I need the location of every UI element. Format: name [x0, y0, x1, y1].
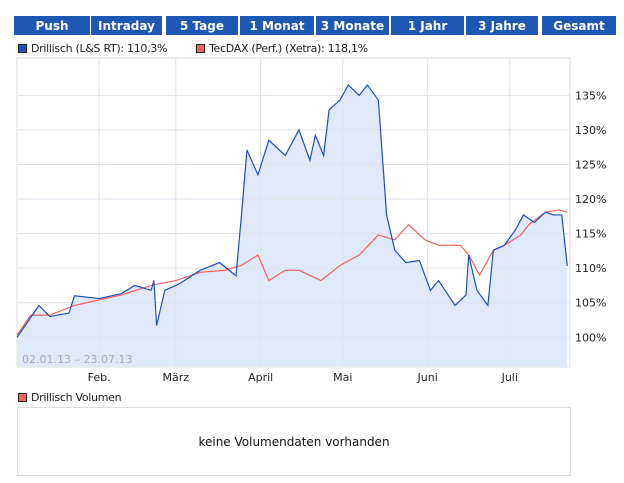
x-tick-label: April [248, 371, 273, 384]
tab-5-tage[interactable]: 5 Tage [166, 16, 238, 35]
y-tick-label: 105% [575, 297, 606, 310]
volume-panel: keine Volumendaten vorhanden [17, 407, 571, 476]
tab-push[interactable]: Push [14, 16, 90, 35]
tab-gesamt[interactable]: Gesamt [542, 16, 616, 35]
tab-intraday[interactable]: Intraday [91, 16, 162, 35]
x-tick-label: Juli [501, 371, 518, 384]
y-tick-label: 110% [575, 262, 606, 275]
legend-swatch-red [196, 44, 205, 53]
tab-3-jahre[interactable]: 3 Jahre [466, 16, 538, 35]
legend-label: Drillisch Volumen [31, 391, 122, 404]
y-tick-label: 130% [575, 124, 606, 137]
legend-label: Drillisch (L&S RT): 110,3% [31, 42, 168, 55]
x-tick-label: Feb. [88, 371, 111, 384]
tab-1-jahr[interactable]: 1 Jahr [391, 16, 464, 35]
x-tick-label: März [163, 371, 190, 384]
legend-volume: Drillisch Volumen [18, 391, 122, 404]
y-tick-label: 100% [575, 331, 606, 344]
tab-3-monate[interactable]: 3 Monate [316, 16, 389, 35]
x-tick-label: Juni [417, 371, 438, 384]
price-chart: 100% 105% 110% 115% 120% 125% 130% 135% Feb. März… [16, 57, 606, 384]
legend-tecdax: TecDAX (Perf.) (Xetra): 118,1% [196, 42, 368, 55]
x-tick-label: Mai [333, 371, 352, 384]
date-range-label: 02.01.13 – 23.07.13 [22, 353, 132, 366]
legend-label: TecDAX (Perf.) (Xetra): 118,1% [209, 42, 368, 55]
tab-1-monat[interactable]: 1 Monat [240, 16, 314, 35]
y-tick-label: 115% [575, 228, 606, 241]
line-drillisch [16, 83, 568, 338]
legend-swatch-volume [18, 393, 27, 402]
no-volume-message: keine Volumendaten vorhanden [198, 434, 390, 449]
y-tick-label: 135% [575, 89, 606, 102]
y-tick-label: 120% [575, 193, 606, 206]
legend-swatch-blue [18, 44, 27, 53]
legend-drillisch: Drillisch (L&S RT): 110,3% [18, 42, 167, 55]
y-tick-label: 125% [575, 158, 606, 171]
